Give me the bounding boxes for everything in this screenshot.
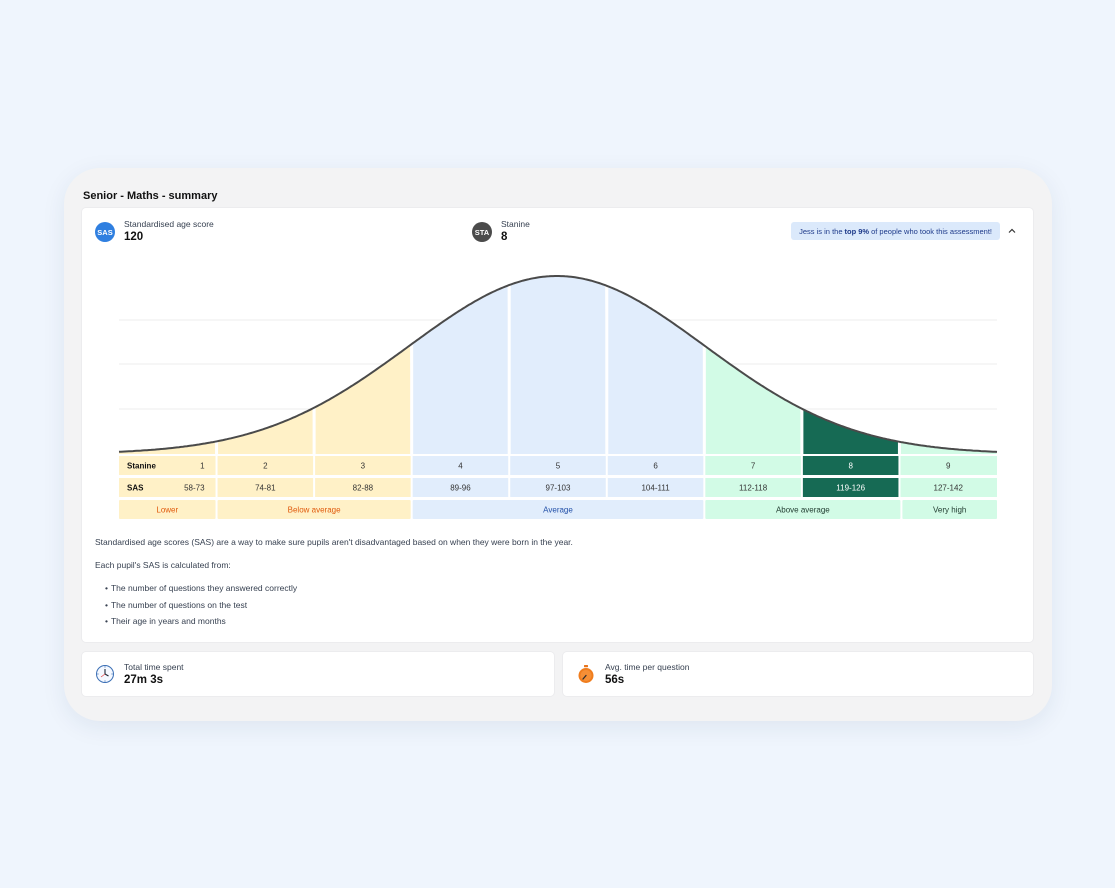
band-label: Very high <box>933 506 966 515</box>
stanine-label: 9 <box>946 462 951 471</box>
band-cell <box>412 500 704 519</box>
time-spent-card: Total time spent 27m 3s <box>82 652 554 696</box>
banner-suffix: of people who took this assessment! <box>871 226 992 236</box>
chevron-up-icon <box>1008 228 1016 233</box>
stanine-area-5 <box>509 276 607 454</box>
sas-cell <box>315 478 411 497</box>
sas-range-label: 119-126 <box>836 484 865 493</box>
stanine-cell <box>315 456 411 475</box>
stanine-cell <box>119 456 216 475</box>
stopwatch-icon <box>578 665 594 683</box>
stanine-cell <box>607 456 704 475</box>
sas-label: Standardised age score <box>124 219 214 229</box>
band-label: Average <box>543 506 573 515</box>
sas-range-label: 58-73 <box>184 484 205 493</box>
banner-highlight: top 9% <box>844 226 870 236</box>
stanine-stat: STA Stanine 8 <box>472 219 530 244</box>
stanine-cell <box>510 456 606 475</box>
sas-row-label: SAS <box>127 484 144 493</box>
stanine-label: Stanine <box>501 219 530 229</box>
clock-icon <box>96 665 114 683</box>
time-spent-label: Total time spent <box>124 662 184 672</box>
stanine-area-7 <box>704 345 802 454</box>
stanine-cell <box>217 456 314 475</box>
stanine-value: 8 <box>501 231 508 243</box>
stanine-label: 8 <box>848 462 853 471</box>
sas-cell <box>119 478 216 497</box>
avg-time-value: 56s <box>605 674 625 686</box>
sas-cell <box>217 478 314 497</box>
sas-cell <box>412 478 509 497</box>
stanine-label: 5 <box>556 462 561 471</box>
description-intro: Each pupil's SAS is calculated from: <box>95 560 231 570</box>
banner-prefix: Jess is in the <box>799 226 843 236</box>
sas-range-label: 112-118 <box>739 484 768 493</box>
stanine-label: 2 <box>263 462 268 471</box>
stanine-label: 4 <box>458 462 463 471</box>
sas-cell <box>705 478 801 497</box>
sas-range-label: 82-88 <box>353 484 374 493</box>
distribution-curve <box>118 275 998 453</box>
avg-time-label: Avg. time per question <box>605 662 690 672</box>
sas-value: 120 <box>124 231 144 243</box>
band-cell <box>217 500 411 519</box>
list-item: The number of questions they answered co… <box>105 583 297 600</box>
stanine-label: 1 <box>200 462 205 471</box>
sas-stat: SAS Standardised age score 120 <box>95 219 214 244</box>
stanine-label: 3 <box>361 462 366 471</box>
band-cell <box>119 500 216 519</box>
stanine-area-6 <box>606 285 705 454</box>
sas-cell <box>510 478 606 497</box>
assessment-summary-panel: Senior - Maths - summary SAS Standardise… <box>64 168 1052 721</box>
description-text: Standardised age scores (SAS) are a way … <box>95 537 573 547</box>
band-cell <box>902 500 997 519</box>
sas-cell <box>607 478 704 497</box>
stanine-distribution-chart: 1 2 3 4 5 6 7 8 9 Stanine 58-73 74-81 82-88 89-96 97-1… <box>118 275 998 519</box>
sas-range-label: 89-96 <box>450 484 471 493</box>
stanine-label: 6 <box>653 462 658 471</box>
collapse-button[interactable] <box>1003 222 1021 240</box>
stanine-cell <box>705 456 801 475</box>
sas-range-label: 74-81 <box>255 484 276 493</box>
sas-cell <box>900 478 997 497</box>
sas-range-label: 127-142 <box>934 484 964 493</box>
list-item: The number of questions on the test <box>105 600 297 617</box>
stanine-area-3 <box>314 345 412 454</box>
page-title: Senior - Maths - summary <box>83 190 218 202</box>
avg-time-card: Avg. time per question 56s <box>563 652 1033 696</box>
stanine-cell <box>802 456 899 475</box>
stanine-cell <box>900 456 997 475</box>
band-cell <box>705 500 901 519</box>
band-label: Below average <box>288 506 341 515</box>
calculation-list: The number of questions they answered co… <box>105 583 297 633</box>
stanine-row-label: Stanine <box>127 462 156 471</box>
time-spent-value: 27m 3s <box>124 674 164 686</box>
stanine-label: 7 <box>751 462 756 471</box>
list-item: Their age in years and months <box>105 616 297 633</box>
stanine-badge-icon: STA <box>472 222 492 242</box>
percentile-banner: Jess is in the top 9% of people who took… <box>791 222 1000 240</box>
sas-badge-icon: SAS <box>95 222 115 242</box>
band-label: Lower <box>156 506 178 515</box>
band-label: Above average <box>776 506 830 515</box>
stanine-cell <box>412 456 509 475</box>
sas-range-label: 97-103 <box>546 484 571 493</box>
score-card: SAS Standardised age score 120 STA Stani… <box>82 208 1033 642</box>
sas-range-label: 104-111 <box>641 484 670 493</box>
sas-cell <box>802 478 899 497</box>
